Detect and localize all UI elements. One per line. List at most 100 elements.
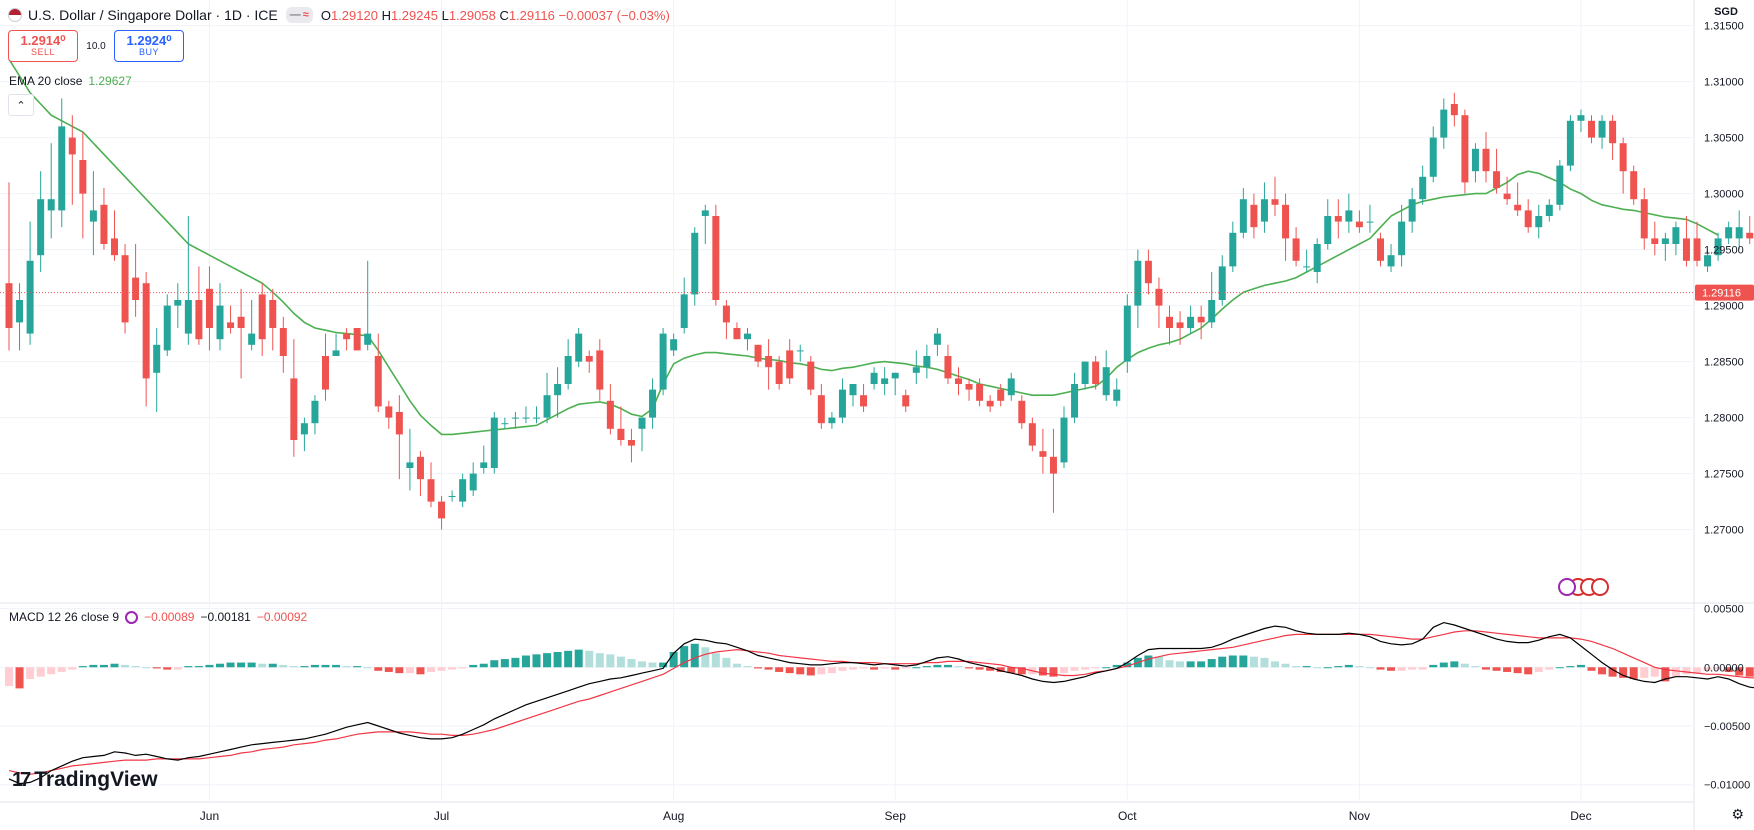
candle bbox=[522, 406, 530, 424]
candle-body bbox=[1028, 423, 1036, 446]
macd-histogram-bar bbox=[1313, 667, 1322, 669]
macd-histogram-bar bbox=[564, 650, 573, 668]
candle bbox=[701, 204, 709, 244]
price-tick-label: 1.29000 bbox=[1704, 301, 1744, 313]
macd-histogram-bar bbox=[1418, 667, 1427, 670]
candle bbox=[1577, 109, 1585, 132]
candle-body bbox=[1651, 238, 1659, 244]
macd-histogram-bar bbox=[1703, 667, 1712, 671]
candle bbox=[955, 367, 962, 396]
macd-histogram-bar bbox=[743, 666, 752, 668]
collapse-legend-button[interactable]: ⌃ bbox=[8, 94, 34, 116]
candle bbox=[1187, 305, 1195, 334]
candle-body bbox=[733, 328, 741, 340]
candle-body bbox=[1588, 120, 1595, 138]
candle-body bbox=[1250, 204, 1258, 228]
candle bbox=[1661, 232, 1669, 261]
macd-histogram-bar bbox=[1102, 667, 1111, 669]
candle bbox=[1535, 204, 1543, 239]
last-price-tag bbox=[1695, 284, 1754, 301]
tradingview-logo: 17 TradingView bbox=[12, 768, 158, 792]
candle bbox=[891, 372, 899, 396]
candle bbox=[216, 283, 224, 351]
close-value: 1.29116 bbox=[508, 7, 555, 23]
low-value: 1.29058 bbox=[448, 7, 496, 23]
candle-body bbox=[1113, 389, 1121, 401]
lightning-event-icon[interactable] bbox=[1558, 578, 1576, 596]
symbol-title[interactable]: U.S. Dollar / Singapore Dollar · 1D · IC… bbox=[28, 7, 278, 23]
macd-histogram-bar bbox=[1629, 667, 1638, 680]
macd-histogram-bar bbox=[1682, 667, 1691, 675]
candle-body bbox=[311, 400, 319, 424]
candle-body bbox=[786, 350, 794, 379]
candle bbox=[1735, 210, 1743, 250]
candle-body bbox=[1408, 199, 1416, 222]
macd-histogram-bar bbox=[1397, 667, 1406, 671]
candle-body bbox=[1060, 417, 1068, 463]
macd-histogram-bar bbox=[933, 664, 942, 668]
macd-histogram-bar bbox=[627, 659, 636, 668]
candle-body bbox=[121, 255, 129, 323]
candle-body bbox=[322, 356, 329, 390]
macd-histogram-bar bbox=[827, 667, 836, 674]
candle bbox=[1429, 126, 1437, 183]
candle-body bbox=[1134, 260, 1142, 306]
macd-histogram-bar bbox=[68, 667, 77, 670]
candle bbox=[438, 496, 446, 530]
macd-histogram-bar bbox=[216, 663, 224, 668]
event-markers[interactable] bbox=[1558, 578, 1609, 596]
sell-button[interactable]: 1.2914⁰ SELL bbox=[8, 30, 78, 62]
candle bbox=[406, 428, 414, 491]
candle-body bbox=[870, 372, 878, 384]
gear-icon[interactable]: ⚙ bbox=[1731, 806, 1744, 822]
macd-tick-label: −0.01000 bbox=[1704, 780, 1750, 792]
candle bbox=[47, 143, 55, 239]
macd-histogram-bar bbox=[1482, 667, 1490, 670]
ema-legend[interactable]: EMA 20 close 1.29627 bbox=[9, 74, 132, 88]
candle bbox=[37, 171, 45, 272]
candle-body bbox=[480, 462, 488, 468]
macd-histogram-bar bbox=[268, 663, 277, 668]
candle bbox=[1408, 188, 1416, 233]
refresh-icon[interactable] bbox=[125, 610, 139, 624]
us-event-icon[interactable] bbox=[1591, 578, 1609, 596]
macd-histogram-bar bbox=[922, 666, 931, 668]
candle bbox=[1282, 193, 1290, 261]
macd-histogram-bar bbox=[110, 663, 119, 668]
candle-body bbox=[459, 479, 467, 502]
macd-histogram-bar bbox=[616, 656, 625, 668]
chart-mode-toggle[interactable]: — ≈ bbox=[285, 7, 313, 23]
candle bbox=[585, 350, 593, 373]
candle-body bbox=[501, 423, 509, 425]
candle bbox=[311, 395, 319, 435]
macd-histogram-bar bbox=[1197, 661, 1206, 668]
candle-body bbox=[1387, 255, 1395, 267]
candle-body bbox=[1545, 204, 1553, 216]
candle bbox=[58, 98, 66, 228]
candle bbox=[870, 367, 878, 390]
ema-value: 1.29627 bbox=[88, 74, 132, 88]
macd-histogram-bar bbox=[701, 647, 710, 668]
macd-histogram-bar bbox=[690, 643, 699, 668]
candle bbox=[649, 378, 657, 429]
macd-histogram-bar bbox=[1471, 666, 1480, 668]
candle-body bbox=[163, 305, 171, 351]
buy-button[interactable]: 1.2924⁰ BUY bbox=[114, 30, 184, 62]
macd-legend[interactable]: MACD 12 26 close 9 −0.00089 −0.00181 −0.… bbox=[9, 610, 307, 624]
sell-price: 1.2914⁰ bbox=[20, 33, 66, 49]
macd-histogram-bar bbox=[954, 666, 963, 668]
currency-selector[interactable]: SGD bbox=[1714, 6, 1738, 18]
macd-histogram-bar bbox=[89, 664, 98, 668]
time-tick-label: Jul bbox=[434, 809, 449, 823]
candle bbox=[1377, 232, 1384, 267]
candle-body bbox=[227, 322, 235, 328]
macd-histogram-bar bbox=[511, 657, 520, 668]
candle bbox=[744, 328, 751, 351]
candle-body bbox=[68, 137, 76, 155]
macd-histogram-bar bbox=[1186, 661, 1195, 668]
candle bbox=[1155, 277, 1163, 328]
macd-histogram-bar bbox=[1176, 661, 1185, 668]
candle-body bbox=[100, 204, 108, 244]
candle bbox=[1271, 176, 1279, 216]
